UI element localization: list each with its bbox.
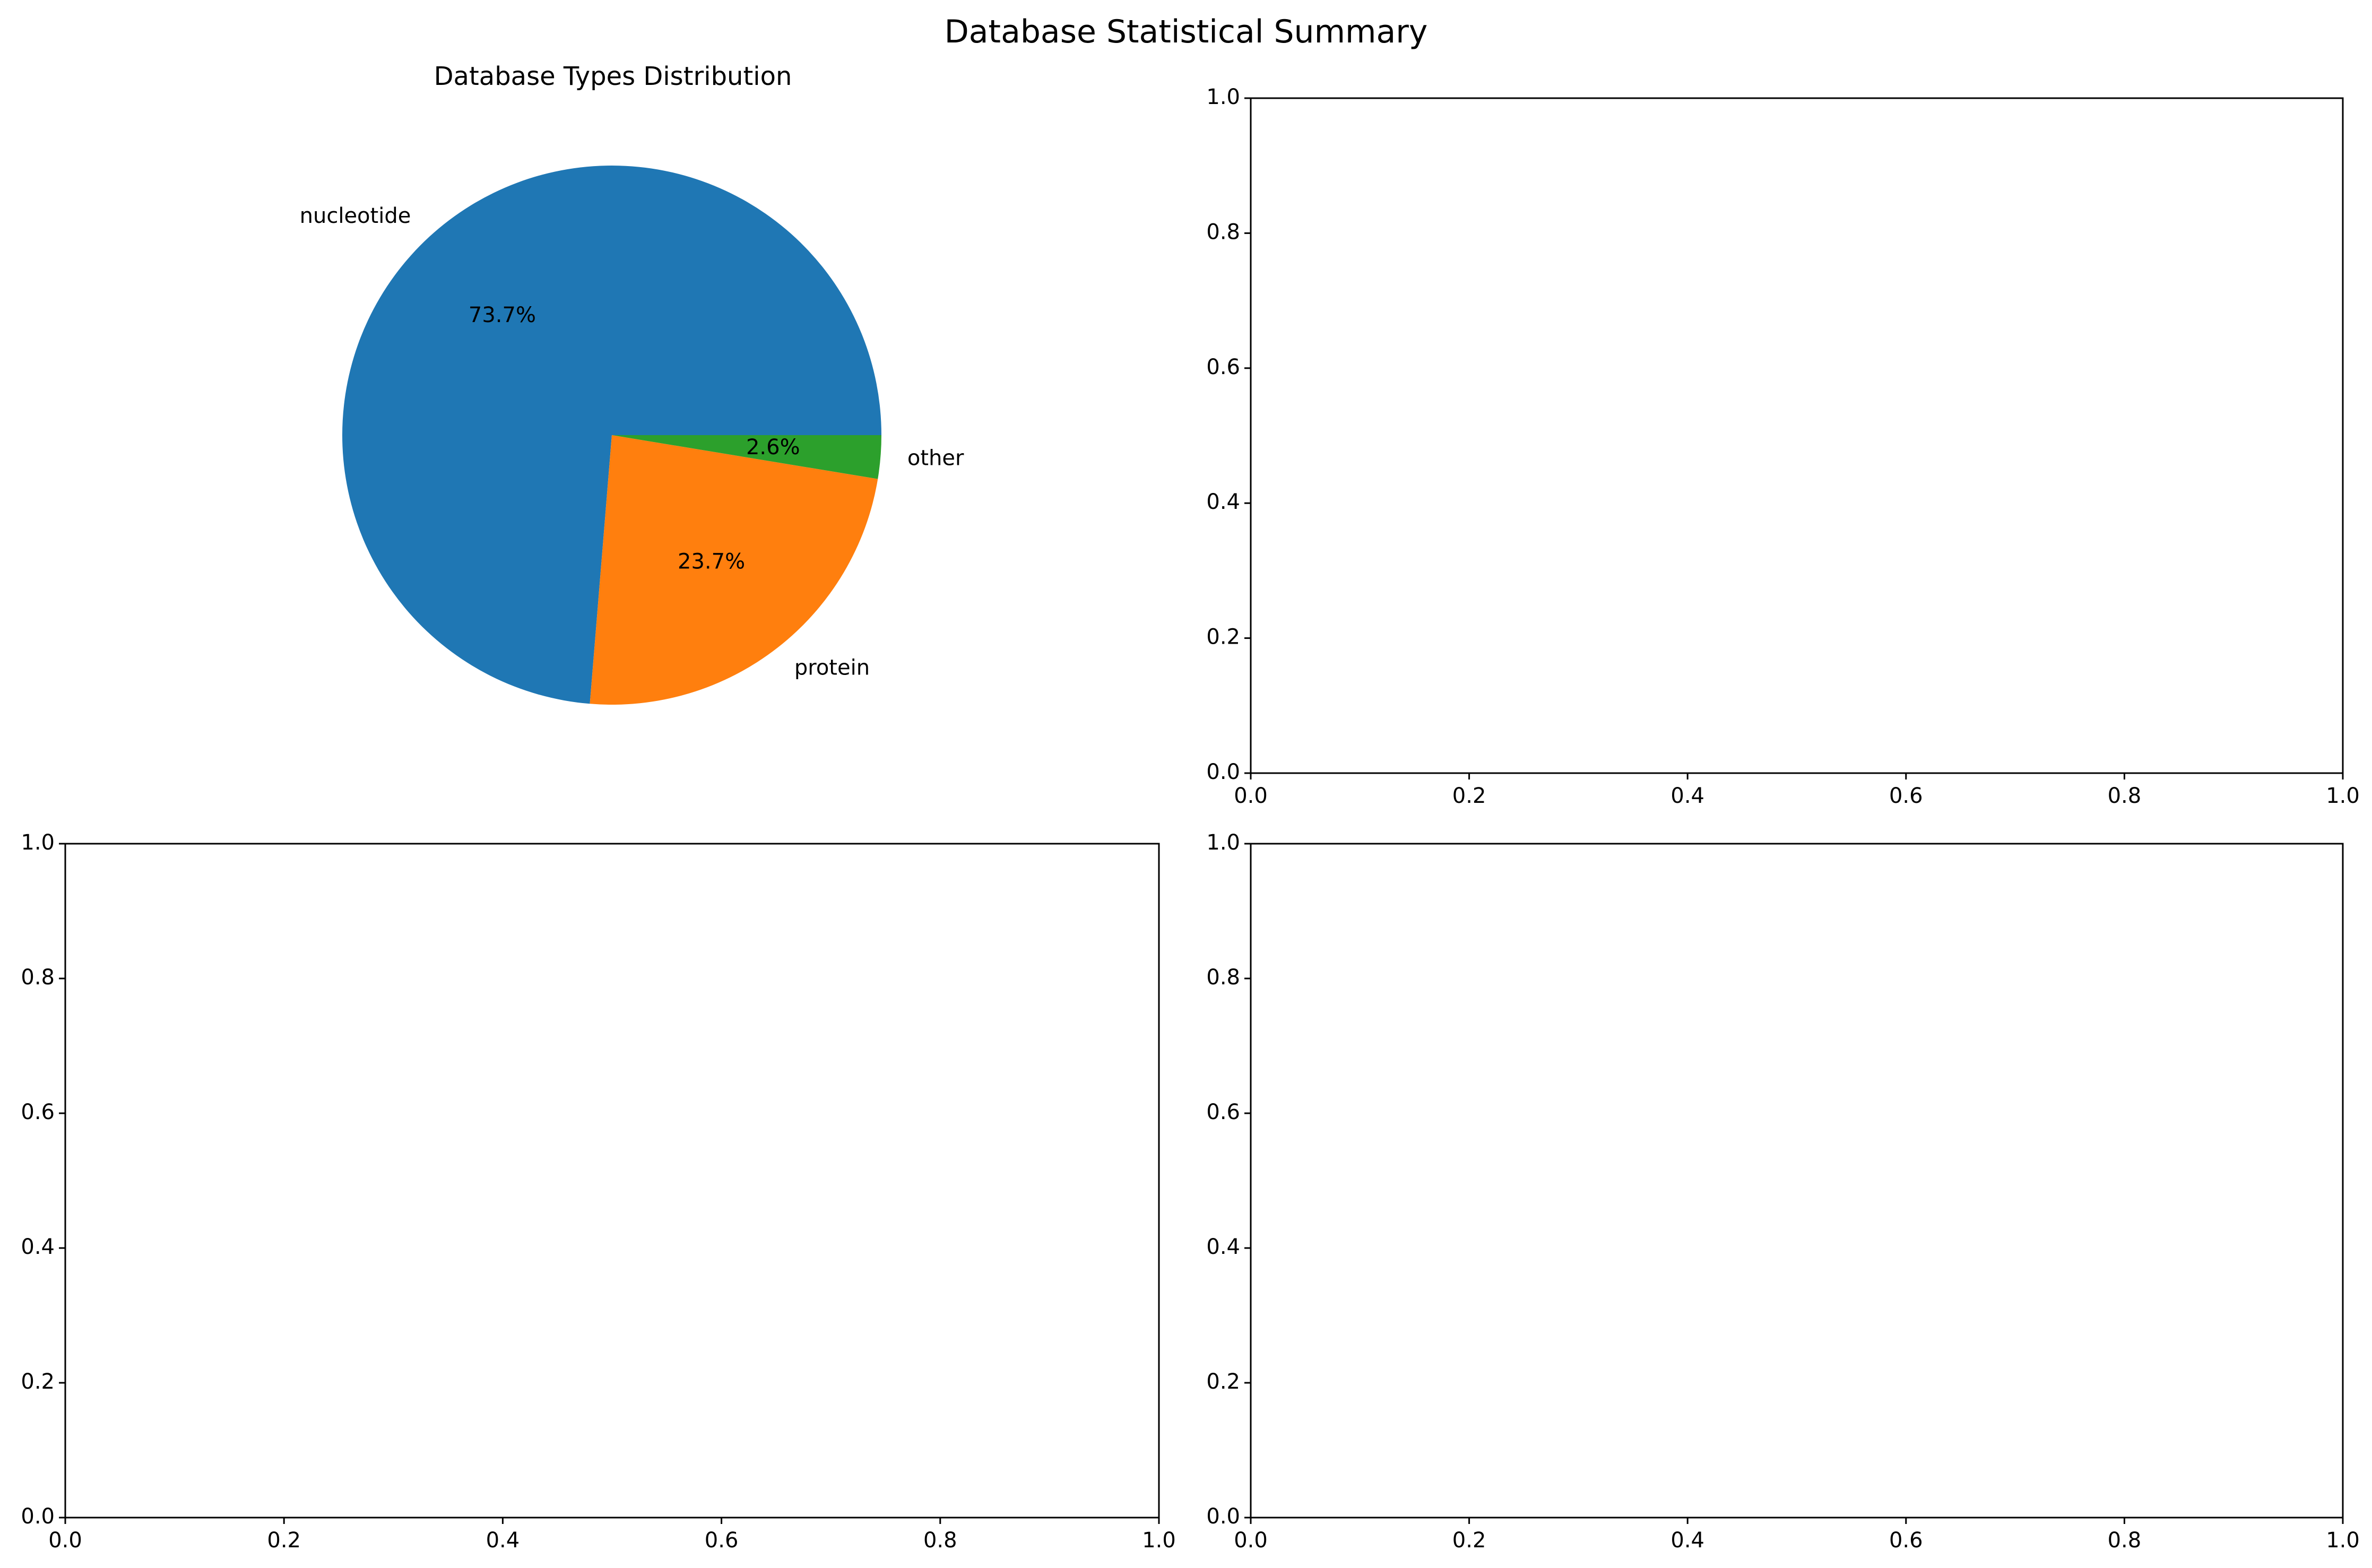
axes-bottom-left-xtick-label: 1.0 (1142, 1528, 1176, 1553)
axes-bottom-left-ytick-label: 0.8 (21, 965, 55, 990)
axes-top-right-xtick-label: 0.8 (2108, 784, 2142, 808)
pie-pct-other: 2.6% (746, 435, 800, 460)
axes-bottom-right-ytick-label: 0.8 (1206, 965, 1240, 990)
pie-slice-other (612, 435, 881, 479)
axes-bottom-left: 0.0 0.2 0.4 0.6 0.8 1.0 0.0 0.2 0.4 0.6 0.8 1.0 (21, 830, 1175, 1553)
axes-top-right-ytick-label: 0.4 (1206, 490, 1240, 514)
axes-top-right-xtick-label: 0.6 (1889, 784, 1923, 808)
axes-top-right-ytick-label: 0.6 (1206, 355, 1240, 379)
axes-bottom-right-xtick-label: 0.8 (2108, 1528, 2142, 1553)
axes-bottom-left-xtick-label: 0.6 (705, 1528, 739, 1553)
axes-bottom-left-ytick-label: 0.0 (21, 1504, 55, 1529)
pie-label-other: other (907, 446, 964, 471)
axes-bottom-left-ytick-label: 0.2 (21, 1370, 55, 1394)
axes-bottom-right-ytick-label: 0.2 (1206, 1370, 1240, 1394)
axes-bottom-right-ytick-label: 0.6 (1206, 1100, 1240, 1124)
axes-bottom-right-ytick-label: 0.0 (1206, 1504, 1240, 1529)
axes-bottom-right-xtick-label: 1.0 (2326, 1528, 2360, 1553)
axes-bottom-left-ytick-label: 0.4 (21, 1235, 55, 1259)
axes-bottom-right-xtick-label: 0.4 (1670, 1528, 1704, 1553)
axes-bottom-left-xtick-label: 0.4 (486, 1528, 520, 1553)
axes-top-right-xtick-label: 0.2 (1452, 784, 1486, 808)
pie-labels: nucleotide 73.7% protein 23.7% other 2.6% (300, 204, 964, 680)
axes-bottom-right-xtick-label: 0.2 (1452, 1528, 1486, 1553)
axes-bottom-right-ytick-label: 1.0 (1206, 830, 1240, 855)
axes-top-right-xtick-label: 1.0 (2326, 784, 2360, 808)
axes-top-right-ytick-label: 0.0 (1206, 760, 1240, 784)
axes-bottom-right-ytick-label: 0.4 (1206, 1235, 1240, 1259)
axes-top-right: 0.0 0.2 0.4 0.6 0.8 1.0 0.0 0.2 0.4 0.6 0.8 1.0 (1206, 85, 2359, 808)
axes-top-right-xtick-label: 0.0 (1234, 784, 1268, 808)
axes-top-right-ytick-label: 0.8 (1206, 220, 1240, 244)
pie-pct-protein: 23.7% (678, 549, 745, 574)
axes-bottom-left-ytick-label: 1.0 (21, 830, 55, 855)
axes-bottom-left-frame (64, 843, 1160, 1519)
axes-top-right-xtick-label: 0.4 (1670, 784, 1704, 808)
pie-pct-nucleotide: 73.7% (469, 303, 536, 327)
figure-title: Database Statistical Summary (945, 13, 1428, 50)
axes-bottom-right-frame (1250, 843, 2344, 1519)
pie-label-protein: protein (794, 655, 870, 680)
axes-bottom-right: 0.0 0.2 0.4 0.6 0.8 1.0 0.0 0.2 0.4 0.6 0.8 1.0 (1206, 830, 2359, 1553)
axes-bottom-left-xtick-label: 0.0 (48, 1528, 82, 1553)
pie-slice-protein (590, 435, 878, 705)
pie-title: Database Types Distribution (434, 62, 792, 91)
axes-top-right-ytick-label: 1.0 (1206, 85, 1240, 109)
axes-bottom-left-xtick-label: 0.8 (923, 1528, 957, 1553)
pie-slices (342, 165, 881, 705)
axes-bottom-left-xtick-label: 0.2 (267, 1528, 301, 1553)
pie-label-nucleotide: nucleotide (300, 204, 411, 228)
axes-top-right-frame (1250, 97, 2344, 774)
axes-bottom-right-xtick-label: 0.6 (1889, 1528, 1923, 1553)
pie-chart: Database Types Distribution nucleotide 73… (300, 62, 964, 705)
axes-bottom-left-ytick-label: 0.6 (21, 1100, 55, 1124)
pie-slice-nucleotide (342, 165, 881, 704)
axes-bottom-right-xtick-label: 0.0 (1234, 1528, 1268, 1553)
axes-top-right-ytick-label: 0.2 (1206, 625, 1240, 649)
